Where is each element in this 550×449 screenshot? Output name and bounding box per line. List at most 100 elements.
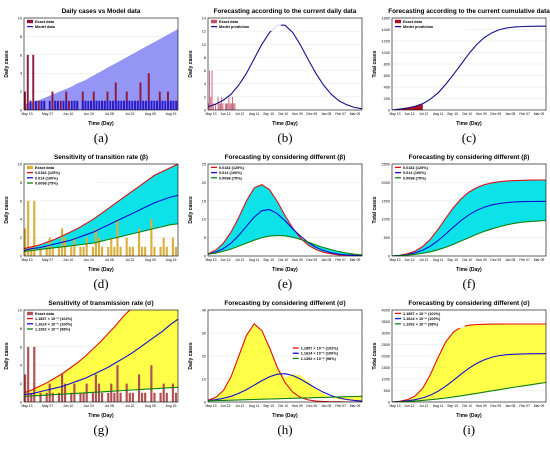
x-tick-label: Mar 09 xyxy=(534,258,545,262)
bar-exact-data xyxy=(91,392,94,402)
bar-exact-data xyxy=(131,392,134,402)
x-tick-label: Jun 12 xyxy=(404,404,414,408)
y-tick-label: 6 xyxy=(20,345,22,349)
y-tick-label: 0 xyxy=(20,109,22,113)
panel-caption: (f) xyxy=(462,276,476,291)
bar-exact-data xyxy=(233,103,235,110)
bar-model-data xyxy=(70,100,73,110)
y-axis-label: Daily cases xyxy=(4,342,10,369)
legend-box xyxy=(394,311,465,329)
series-line-1 xyxy=(392,353,546,402)
plot-area xyxy=(392,179,546,256)
axes-frame xyxy=(23,17,179,111)
x-tick-label: Jun 12 xyxy=(404,258,414,262)
x-tick-label: May 13 xyxy=(389,112,400,116)
bar-exact-data xyxy=(215,103,217,110)
y-tick-label: 4000 xyxy=(382,309,390,313)
x-tick-label: Jun 24 xyxy=(84,112,94,116)
legend-label: 1.1392 × 10⁻⁶ (98%) xyxy=(35,328,71,332)
bar-exact-data xyxy=(107,392,110,402)
bar-exact-data xyxy=(128,246,131,256)
bar-model-data xyxy=(136,100,139,110)
axes-frame xyxy=(207,17,363,111)
x-tick-label: Jun 12 xyxy=(220,258,230,262)
panel-caption: (e) xyxy=(277,276,293,291)
series-line-0 xyxy=(392,179,546,256)
chart-svg-c: Forecasting according to the current cum… xyxy=(372,8,550,127)
bar-model-data xyxy=(54,100,57,110)
axes-frame xyxy=(23,163,179,257)
bar-exact-data xyxy=(227,103,229,110)
legend-box xyxy=(291,345,360,363)
bar-exact-data xyxy=(165,246,168,256)
x-tick-label: Jul 08 xyxy=(105,404,114,408)
y-tick-label: 0 xyxy=(204,109,206,113)
bar-exact-data xyxy=(101,246,104,256)
bar-model-data xyxy=(92,100,95,110)
legend-box xyxy=(394,165,465,183)
x-axis-label: Time (Day) xyxy=(88,413,114,419)
x-tick-label: Jan 08 xyxy=(321,112,331,116)
x-tick-label: Jun 24 xyxy=(84,404,94,408)
x-tick-label: May 13 xyxy=(389,404,400,408)
y-tick-label: 40 xyxy=(202,309,206,313)
bar-model-data xyxy=(145,100,147,110)
bar-exact-data xyxy=(171,237,174,256)
axes-frame xyxy=(207,309,363,403)
y-tick-label: 3000 xyxy=(382,332,390,336)
bar-model-data xyxy=(65,100,68,110)
series-line-2 xyxy=(208,234,362,256)
bar-model-data xyxy=(164,100,167,110)
x-tick-label: May 27 xyxy=(42,112,53,116)
legend-box xyxy=(394,19,465,31)
chart-panel-h: Forecasting by considering different (σ)… xyxy=(186,296,366,420)
plot-area xyxy=(208,183,362,256)
plot-area xyxy=(392,323,546,402)
bar-exact-data xyxy=(79,392,82,402)
x-tick-label: May 13 xyxy=(21,112,32,116)
bar-exact-data xyxy=(113,246,116,256)
y-axis-label: Total cases xyxy=(372,196,378,223)
y-axis-label: Daily cases xyxy=(188,342,194,369)
bar-exact-data xyxy=(224,103,226,110)
bar-exact-data xyxy=(37,100,40,110)
x-tick-label: Nov 09 xyxy=(476,404,487,408)
chart-title: Forecasting by considering different (β) xyxy=(225,154,346,161)
x-tick-label: Jul 12 xyxy=(419,258,428,262)
bar-model-data xyxy=(120,100,123,110)
y-tick-label: 1000 xyxy=(382,51,390,55)
bar-model-data xyxy=(76,100,79,110)
x-tick-label: Oct 10 xyxy=(462,404,472,408)
bar-exact-data xyxy=(150,219,153,256)
x-tick-label: Jul 08 xyxy=(105,258,114,262)
series-line-1 xyxy=(24,164,178,250)
x-tick-label: Feb 07 xyxy=(335,112,346,116)
x-tick-label: Nov 09 xyxy=(476,112,487,116)
x-tick-label: May 13 xyxy=(205,404,216,408)
legend-label: 0.0098 (75%) xyxy=(219,176,243,180)
panel-caption: (i) xyxy=(462,422,476,437)
bar-exact-data xyxy=(174,246,178,256)
y-tick-label: 1600 xyxy=(382,17,390,21)
series-line-1 xyxy=(208,209,362,256)
bar-model-data xyxy=(147,100,150,110)
bar-model-data xyxy=(87,100,90,110)
x-tick-label: Mar 09 xyxy=(350,112,361,116)
bar-exact-data xyxy=(230,103,232,110)
bar-model-data xyxy=(40,100,43,110)
x-tick-label: Oct 10 xyxy=(278,112,288,116)
axes-frame xyxy=(207,163,363,257)
axes-frame xyxy=(391,17,547,111)
bar-exact-data xyxy=(110,237,113,256)
x-tick-label: Feb 07 xyxy=(519,112,530,116)
chart-panel-a: Daily cases vs Model data 0 2 4 6 8 10 May 13 Ma… xyxy=(2,4,182,128)
legend-label: 0.0182 (125%) xyxy=(219,166,245,170)
bar-exact-data xyxy=(138,228,141,256)
bar-model-data xyxy=(123,100,125,110)
chart-svg-f: Forecasting by considering different (β)… xyxy=(372,154,547,273)
bar-exact-data xyxy=(30,392,33,402)
bar-exact-data xyxy=(48,383,51,402)
legend-label: Exact data xyxy=(403,20,423,24)
bar-exact-data xyxy=(210,96,212,110)
bar-exact-data xyxy=(211,70,213,110)
